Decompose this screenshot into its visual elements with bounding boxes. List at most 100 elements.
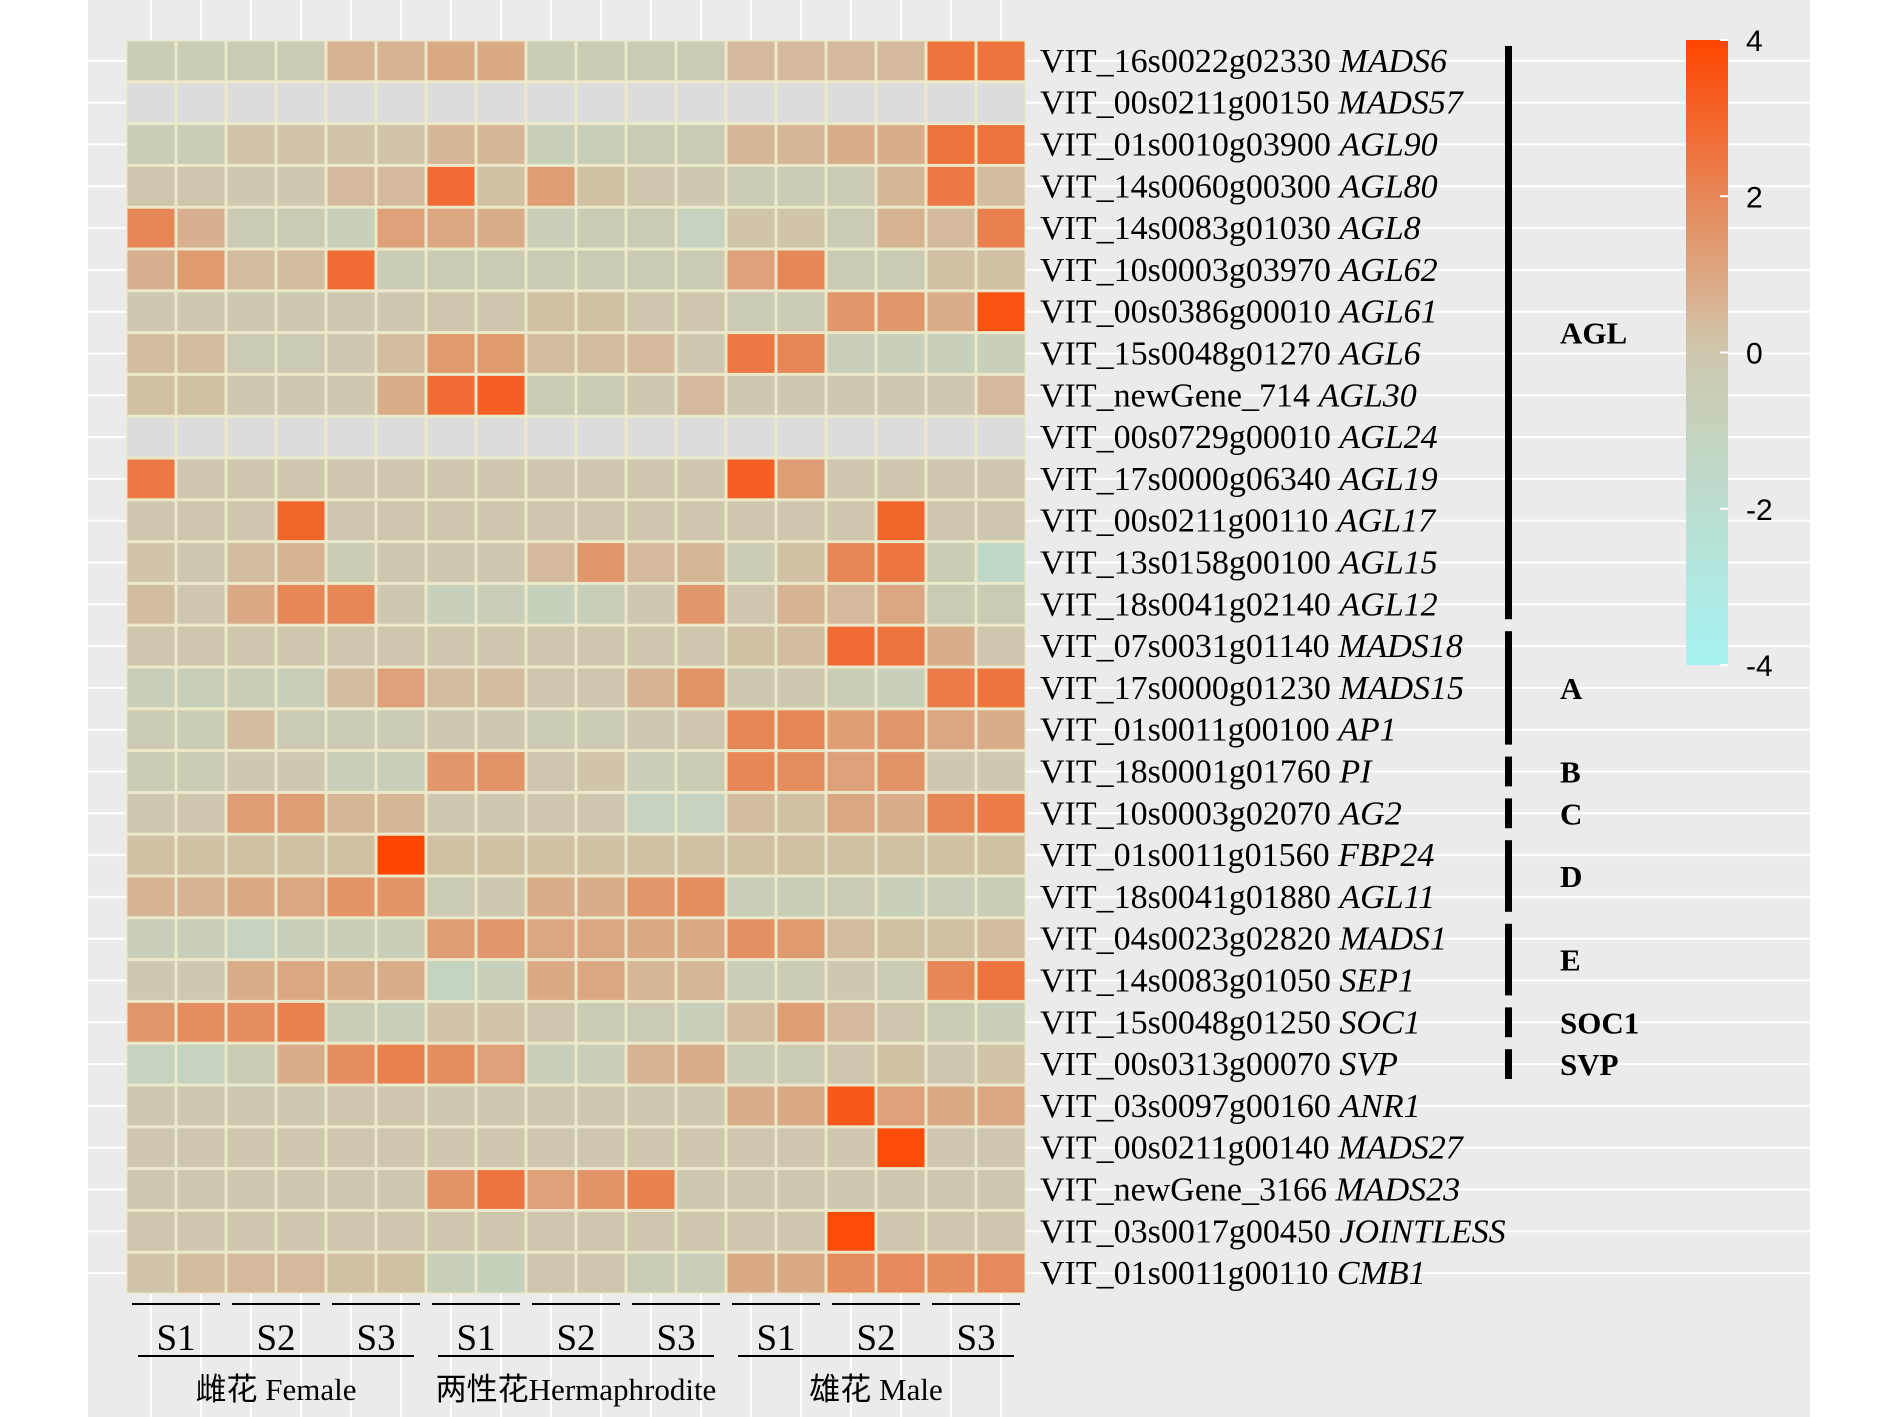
heatmap-cell xyxy=(877,584,925,624)
heatmap-cell xyxy=(177,501,225,541)
heatmap-cell xyxy=(827,1253,875,1293)
heatmap-cell xyxy=(527,292,575,332)
heatmap-cell xyxy=(427,250,475,290)
heatmap-cell xyxy=(777,1086,825,1126)
heatmap-cell xyxy=(277,166,325,206)
heatmap-cell xyxy=(527,125,575,164)
heatmap-cell xyxy=(277,1128,325,1168)
heatmap-cell xyxy=(827,375,875,415)
heatmap-cell xyxy=(977,793,1025,833)
heatmap-cell xyxy=(177,459,225,499)
heatmap-cell xyxy=(677,919,725,959)
heatmap-cell xyxy=(577,125,625,164)
heatmap-cell xyxy=(877,543,925,582)
heatmap-cell xyxy=(927,668,975,708)
heatmap-cell xyxy=(427,961,475,1000)
heatmap-cell xyxy=(177,1002,225,1042)
gene-name-text: AGL61 xyxy=(1337,294,1437,331)
heatmap-cell xyxy=(127,1170,175,1209)
gene-name-text: AGL11 xyxy=(1337,879,1435,916)
heatmap-cell xyxy=(827,877,875,917)
heatmap-cell xyxy=(727,1002,775,1042)
heatmap-cell xyxy=(377,292,425,332)
heatmap-cell xyxy=(477,1170,525,1209)
stage-label: S1 xyxy=(156,1318,195,1359)
heatmap-cell xyxy=(527,961,575,1000)
gene-label: VIT_13s0158g00100 AGL15 xyxy=(1040,545,1438,582)
heatmap-cell xyxy=(177,250,225,290)
heatmap-cell xyxy=(277,125,325,164)
heatmap-cell xyxy=(827,501,875,541)
heatmap-cell xyxy=(627,208,675,248)
heatmap-cell xyxy=(877,877,925,917)
heatmap-cell xyxy=(877,459,925,499)
heatmap-cell xyxy=(577,1170,625,1209)
heatmap-cell xyxy=(677,1211,725,1251)
heatmap-cell xyxy=(277,1211,325,1251)
heatmap-cell xyxy=(577,83,625,123)
heatmap-cell xyxy=(627,1128,675,1168)
heatmap-cell xyxy=(827,334,875,373)
heatmap-cell xyxy=(677,125,725,164)
heatmap-cell xyxy=(827,250,875,290)
heatmap-cell xyxy=(827,83,875,123)
gene-group-bar xyxy=(1505,1007,1512,1038)
heatmap-cell xyxy=(677,501,725,541)
gene-label: VIT_18s0001g01760 PI xyxy=(1040,754,1373,791)
gene-label: VIT_15s0048g01270 AGL6 xyxy=(1040,336,1421,373)
heatmap-cell xyxy=(627,919,675,959)
heatmap-cell xyxy=(727,208,775,248)
heatmap-cell xyxy=(577,1253,625,1293)
heatmap-cell xyxy=(477,710,525,750)
heatmap-cell xyxy=(527,501,575,541)
gene-group-label: B xyxy=(1560,755,1581,790)
heatmap-cell xyxy=(127,459,175,499)
heatmap-cell xyxy=(877,1002,925,1042)
heatmap-cell xyxy=(277,501,325,541)
heatmap-cell xyxy=(277,1253,325,1293)
stage-label: S2 xyxy=(256,1318,295,1359)
heatmap-cell xyxy=(827,417,875,457)
heatmap-cell xyxy=(627,710,675,750)
heatmap-cell xyxy=(877,961,925,1000)
gene-name-text: ANR1 xyxy=(1337,1088,1420,1125)
heatmap-cell xyxy=(777,83,825,123)
heatmap-cell xyxy=(377,1253,425,1293)
gene-id-text: VIT_18s0041g01880 xyxy=(1040,879,1339,916)
heatmap-cell xyxy=(927,1211,975,1251)
heatmap-cell xyxy=(477,459,525,499)
heatmap-cell xyxy=(177,375,225,415)
heatmap-cell xyxy=(577,501,625,541)
heatmap-cell xyxy=(577,584,625,624)
heatmap-cell xyxy=(127,250,175,290)
heatmap-cell xyxy=(327,1253,375,1293)
gene-group-bar xyxy=(1505,923,1512,996)
gene-group-label: SOC1 xyxy=(1560,1005,1639,1040)
heatmap-cell xyxy=(827,1170,875,1209)
gene-name-text: MADS57 xyxy=(1337,85,1465,122)
heatmap-cell xyxy=(777,1002,825,1042)
legend-tick-label: -4 xyxy=(1746,650,1773,683)
heatmap-cell xyxy=(427,208,475,248)
gene-name-text: MADS27 xyxy=(1337,1130,1465,1167)
heatmap-cell xyxy=(427,1044,475,1084)
heatmap-cell xyxy=(677,752,725,791)
heatmap-cell xyxy=(727,1211,775,1251)
heatmap-cell xyxy=(877,752,925,791)
heatmap-cell xyxy=(427,710,475,750)
gene-label: VIT_01s0011g00100 AP1 xyxy=(1040,712,1397,749)
heatmap-cell xyxy=(527,835,575,875)
heatmap-cell xyxy=(727,292,775,332)
heatmap-cell xyxy=(127,1002,175,1042)
heatmap-cell xyxy=(677,543,725,582)
gene-label: VIT_10s0003g02070 AG2 xyxy=(1040,795,1402,832)
heatmap-cell xyxy=(227,543,275,582)
gene-name-text: JOINTLESS xyxy=(1339,1213,1505,1250)
heatmap-cell xyxy=(627,125,675,164)
heatmap-cell xyxy=(627,334,675,373)
heatmap-cell xyxy=(777,793,825,833)
heatmap-cell xyxy=(377,375,425,415)
gene-group-bar xyxy=(1505,798,1512,829)
